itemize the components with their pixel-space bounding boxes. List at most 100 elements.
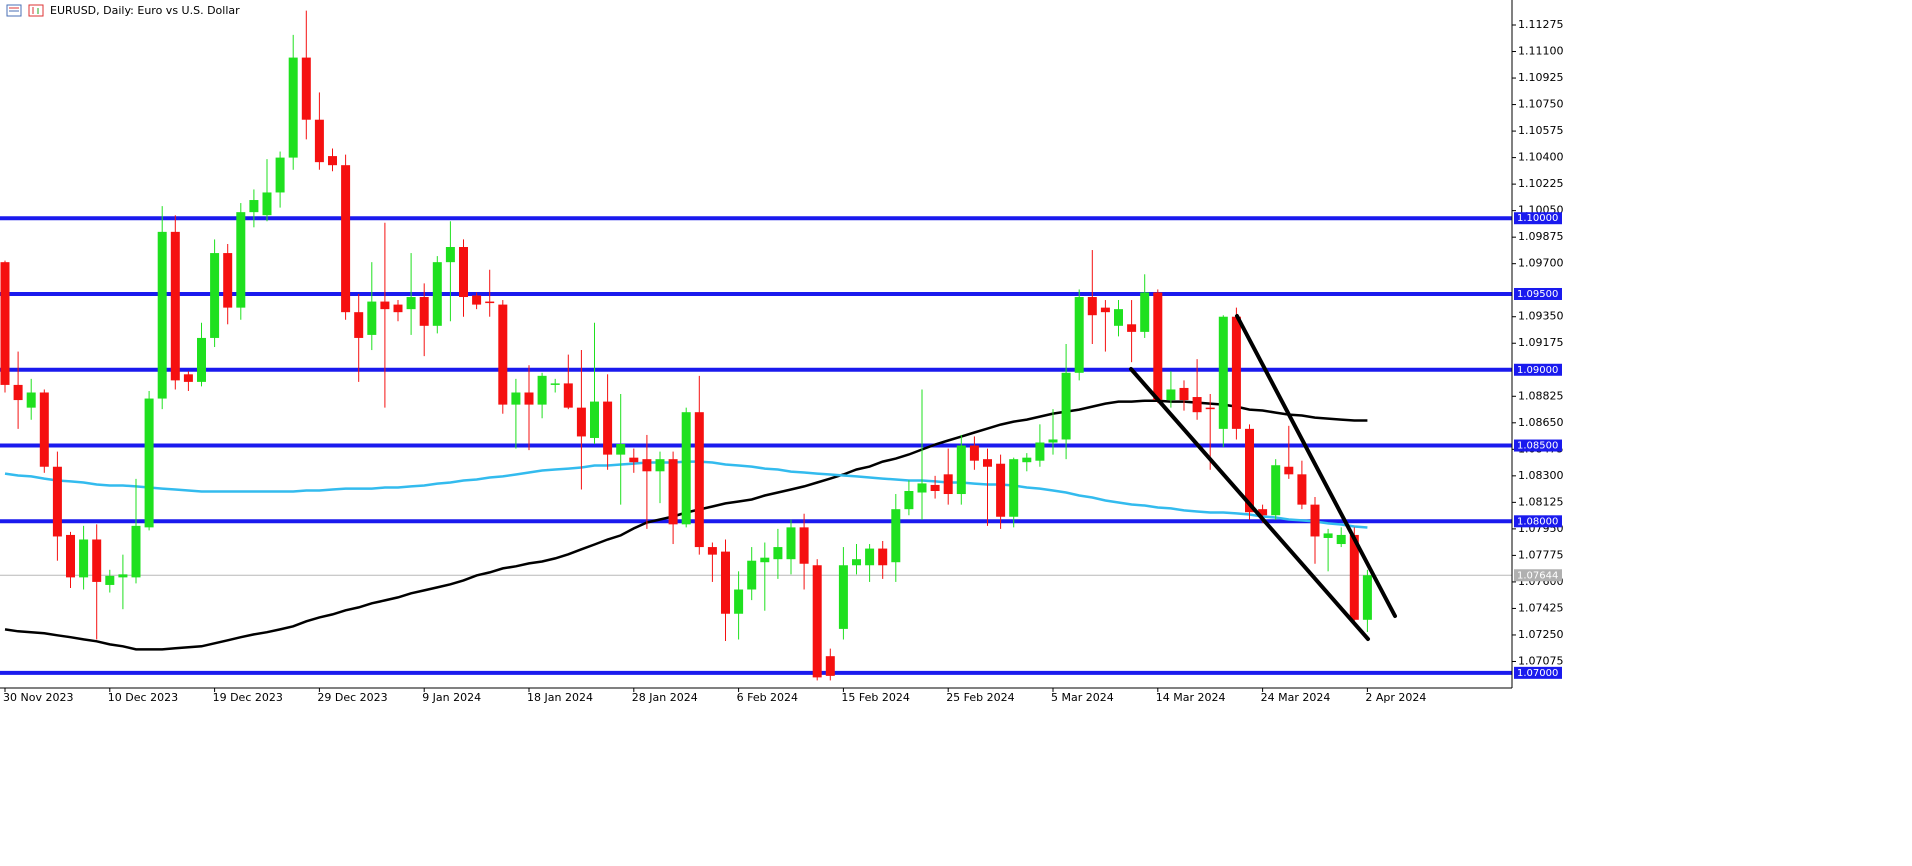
- y-tick-label: 1.09875: [1518, 230, 1564, 243]
- candle-body: [1362, 575, 1372, 620]
- x-tick-label: 18 Jan 2024: [527, 691, 593, 704]
- candle-body: [747, 560, 757, 590]
- candle-body: [1271, 465, 1281, 516]
- y-tick-label: 1.10925: [1518, 71, 1564, 84]
- candle-body: [707, 547, 717, 555]
- x-tick-label: 30 Nov 2023: [3, 691, 73, 704]
- candle-body: [249, 200, 259, 213]
- x-tick-label: 15 Feb 2024: [841, 691, 909, 704]
- candle-body: [852, 559, 861, 566]
- x-tick-label: 29 Dec 2023: [317, 691, 387, 704]
- candle-body: [1166, 389, 1176, 401]
- y-tick-label: 1.08125: [1518, 495, 1564, 508]
- candle-body: [563, 383, 573, 408]
- candle-body: [1035, 442, 1045, 461]
- chart-title: EURUSD, Daily: Euro vs U.S. Dollar: [50, 4, 240, 17]
- candle-body: [1087, 297, 1097, 316]
- candle-body: [956, 445, 966, 495]
- y-tick-label: 1.09350: [1518, 310, 1564, 323]
- level-label-box: [1514, 212, 1562, 225]
- level-label-box: [1514, 363, 1562, 376]
- candle-body: [210, 253, 220, 338]
- candle-body: [721, 551, 730, 614]
- candle-body: [380, 301, 390, 310]
- candle-body: [314, 119, 324, 163]
- candle-body: [459, 247, 468, 298]
- y-tick-label: 1.07425: [1518, 601, 1564, 614]
- candle-body: [904, 490, 914, 510]
- y-tick-label: 1.11275: [1518, 18, 1564, 31]
- level-label: 1.07000: [1517, 668, 1558, 679]
- candle-body: [969, 445, 979, 461]
- candle-body: [825, 656, 835, 676]
- level-label-box: [1514, 515, 1562, 528]
- y-tick-label: 1.08825: [1518, 389, 1564, 402]
- candle-body: [432, 262, 442, 326]
- candle-body: [1231, 316, 1241, 429]
- candle-body: [144, 398, 154, 528]
- y-tick-label: 1.08300: [1518, 469, 1564, 482]
- candle-body: [183, 374, 193, 382]
- candle-body: [524, 392, 534, 405]
- candle-body: [1258, 509, 1268, 516]
- level-label-box: [1514, 287, 1562, 300]
- candle-body: [681, 412, 691, 525]
- candle-body: [1114, 309, 1123, 326]
- candle-body: [498, 304, 508, 405]
- trendline: [1235, 314, 1397, 618]
- level-label: 1.09500: [1517, 289, 1558, 300]
- candle-body: [1074, 297, 1084, 373]
- y-tick-label: 1.10225: [1518, 177, 1564, 190]
- y-tick-label: 1.10400: [1518, 151, 1564, 164]
- candle-body: [1061, 372, 1071, 440]
- candle-body: [786, 527, 796, 560]
- candle-body: [812, 565, 822, 678]
- candle-body: [865, 548, 875, 566]
- y-tick-label: 1.07775: [1518, 548, 1564, 561]
- level-label-box: [1514, 439, 1562, 452]
- y-tick-label: 1.11100: [1518, 45, 1564, 58]
- candle-body: [917, 483, 927, 493]
- candle-body: [1349, 534, 1359, 620]
- candle-body: [118, 574, 128, 578]
- candle-body: [734, 589, 744, 614]
- candle-body: [275, 157, 285, 193]
- level-label: 1.09000: [1517, 365, 1558, 376]
- last-price-label: 1.07644: [1517, 570, 1558, 581]
- plot: [0, 10, 1372, 681]
- candle-body: [367, 301, 377, 335]
- x-tick-label: 9 Jan 2024: [422, 691, 481, 704]
- candle-body: [170, 231, 180, 381]
- y-tick-label: 1.10575: [1518, 124, 1564, 137]
- candle-body: [236, 212, 246, 308]
- candle-body: [983, 459, 992, 467]
- candle-body: [1127, 324, 1137, 332]
- x-tick-label: 25 Feb 2024: [946, 691, 1014, 704]
- candle-body: [668, 459, 678, 525]
- candle-body: [878, 548, 888, 566]
- candle-body: [13, 384, 23, 401]
- candle-body: [943, 474, 953, 495]
- trendline: [1129, 367, 1370, 641]
- candle-body: [930, 484, 940, 491]
- candle-body: [590, 401, 599, 438]
- level-label-box: [1514, 666, 1562, 679]
- axes: 1.11275 1.11100 1.10925 1.10750 1.10575 1.104…: [3, 18, 1564, 704]
- candle-body: [1140, 292, 1150, 332]
- candle-body: [39, 392, 49, 467]
- y-tick-label: 1.08650: [1518, 416, 1564, 429]
- candle-body: [157, 231, 167, 399]
- candle-body: [576, 407, 586, 437]
- candle-body: [92, 539, 102, 582]
- x-tick-label: 6 Feb 2024: [737, 691, 798, 704]
- candle-body: [1179, 387, 1189, 401]
- candle-body: [603, 401, 613, 455]
- level-label: 1.10000: [1517, 213, 1558, 224]
- candle-body: [511, 392, 521, 405]
- candle-body: [341, 165, 351, 313]
- candle-body: [1323, 533, 1333, 538]
- candle-body: [1192, 397, 1202, 413]
- candle-body: [694, 412, 704, 548]
- candle-body: [1100, 307, 1110, 313]
